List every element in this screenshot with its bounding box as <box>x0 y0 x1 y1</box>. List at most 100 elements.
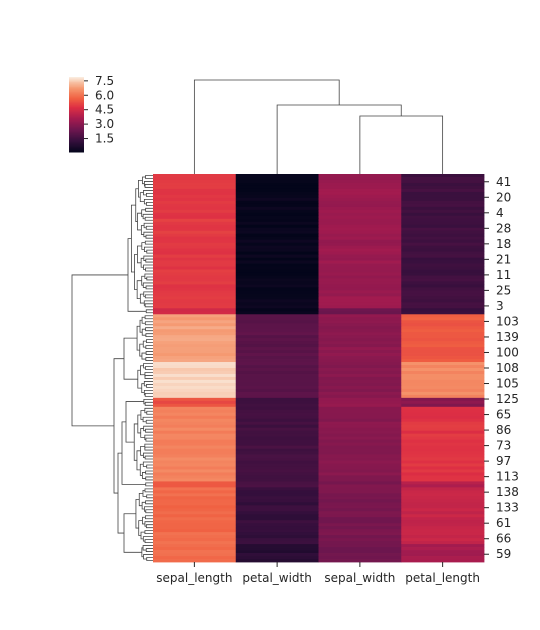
heatmap-cell <box>401 320 485 324</box>
row-dendrogram-link <box>144 446 153 451</box>
colorbar-segment <box>69 79 84 82</box>
row-dendrogram-link <box>141 501 146 510</box>
row-dendrogram-link <box>145 351 153 355</box>
column-dendrogram-link <box>276 104 402 174</box>
colorbar-segment <box>69 99 84 102</box>
heatmap-cell <box>153 197 237 202</box>
heatmap-cell <box>318 481 402 485</box>
row-dendrogram-link <box>145 267 153 272</box>
heatmap-cell <box>153 403 237 408</box>
heatmap-cell <box>235 529 319 533</box>
heatmap-cell <box>235 188 319 193</box>
heatmap-cell <box>235 335 319 339</box>
row-dendrogram-link <box>144 315 153 320</box>
heatmap-cell <box>235 278 319 282</box>
heatmap-cell <box>235 302 319 306</box>
heatmap-cell <box>318 415 402 420</box>
heatmap-cell <box>235 299 319 303</box>
row-tick-label: 11 <box>496 268 511 282</box>
colorbar-segment <box>69 89 84 92</box>
row-dendrogram-link <box>145 207 153 212</box>
heatmap-cell <box>235 263 319 267</box>
heatmap-cell <box>153 362 237 366</box>
colorbar-segment <box>69 127 84 129</box>
heatmap-cell <box>153 242 237 247</box>
heatmap-cell <box>235 445 319 449</box>
heatmap-cell <box>401 242 485 247</box>
heatmap-cell <box>401 299 485 303</box>
row-dendrogram-link <box>141 275 145 286</box>
heatmap-cell <box>318 359 402 363</box>
heatmap-cell <box>318 448 402 452</box>
heatmap-cell <box>401 296 485 300</box>
colorbar-segment <box>69 132 84 134</box>
heatmap-cell <box>318 385 402 390</box>
row-dendrogram-link <box>144 181 153 187</box>
heatmap-cell <box>318 263 402 267</box>
heatmap-cell <box>318 326 402 330</box>
heatmap-cell <box>401 350 485 354</box>
colorbar-segment <box>69 113 84 115</box>
heatmap-cell <box>153 535 237 539</box>
row-dendrogram-link <box>146 276 153 281</box>
row-dendrogram-link <box>146 193 153 197</box>
heatmap-cell <box>153 233 237 238</box>
heatmap-cell <box>401 176 485 181</box>
row-tick-label: 21 <box>496 252 511 266</box>
colorbar-segment <box>69 112 84 114</box>
row-dendrogram-link <box>137 212 142 231</box>
heatmap-cell <box>318 284 402 288</box>
heatmap-cell <box>401 406 485 411</box>
heatmap-cell <box>153 478 237 482</box>
heatmap-cell <box>401 212 485 217</box>
heatmap-cell <box>401 290 485 294</box>
heatmap-cell <box>153 236 237 241</box>
heatmap-cell <box>318 394 402 399</box>
heatmap-cell <box>401 344 485 348</box>
heatmap-cell <box>401 278 485 282</box>
heatmap-cell <box>235 179 319 184</box>
heatmap-cell <box>235 296 319 300</box>
heatmap-cell <box>318 418 402 423</box>
heatmap-cell <box>153 541 237 545</box>
heatmap-cell <box>318 281 402 285</box>
heatmap-cell <box>318 370 402 375</box>
heatmap-cell <box>401 547 485 551</box>
heatmap-cell <box>235 487 319 491</box>
colorbar-segment <box>69 104 84 107</box>
heatmap-cell <box>318 406 402 411</box>
heatmap-cell <box>318 421 402 426</box>
heatmap-cell <box>153 347 237 351</box>
heatmap-cell <box>401 556 485 560</box>
row-dendrogram-link <box>117 452 124 534</box>
heatmap-cell <box>401 200 485 205</box>
heatmap-cell <box>153 523 237 527</box>
heatmap-cell <box>153 176 237 181</box>
heatmap-cell <box>235 547 319 551</box>
colorbar-segment <box>69 109 84 112</box>
heatmap-cell <box>401 188 485 193</box>
heatmap-cell <box>401 275 485 279</box>
heatmap-cell <box>235 251 319 255</box>
colorbar-segment <box>69 98 84 100</box>
heatmap-cell <box>235 275 319 279</box>
heatmap-cell <box>318 556 402 560</box>
row-dendrogram-link <box>145 500 153 505</box>
heatmap-cell <box>153 215 237 220</box>
heatmap-cell <box>401 356 485 360</box>
row-dendrogram-link <box>144 240 153 245</box>
heatmap-cell <box>401 293 485 297</box>
heatmap-cell <box>153 556 237 560</box>
heatmap-cell <box>153 502 237 506</box>
row-tick-label: 105 <box>496 377 519 391</box>
heatmap-cell <box>235 245 319 250</box>
heatmap-cell <box>153 194 237 199</box>
colorbar-segment <box>69 142 84 144</box>
heatmap-cell <box>235 266 319 270</box>
heatmap-cell <box>153 529 237 533</box>
heatmap-cell <box>401 185 485 190</box>
heatmap-cell <box>153 230 237 235</box>
row-dendrogram-link <box>144 321 153 326</box>
heatmap-cell <box>401 266 485 270</box>
heatmap-cell <box>235 406 319 411</box>
